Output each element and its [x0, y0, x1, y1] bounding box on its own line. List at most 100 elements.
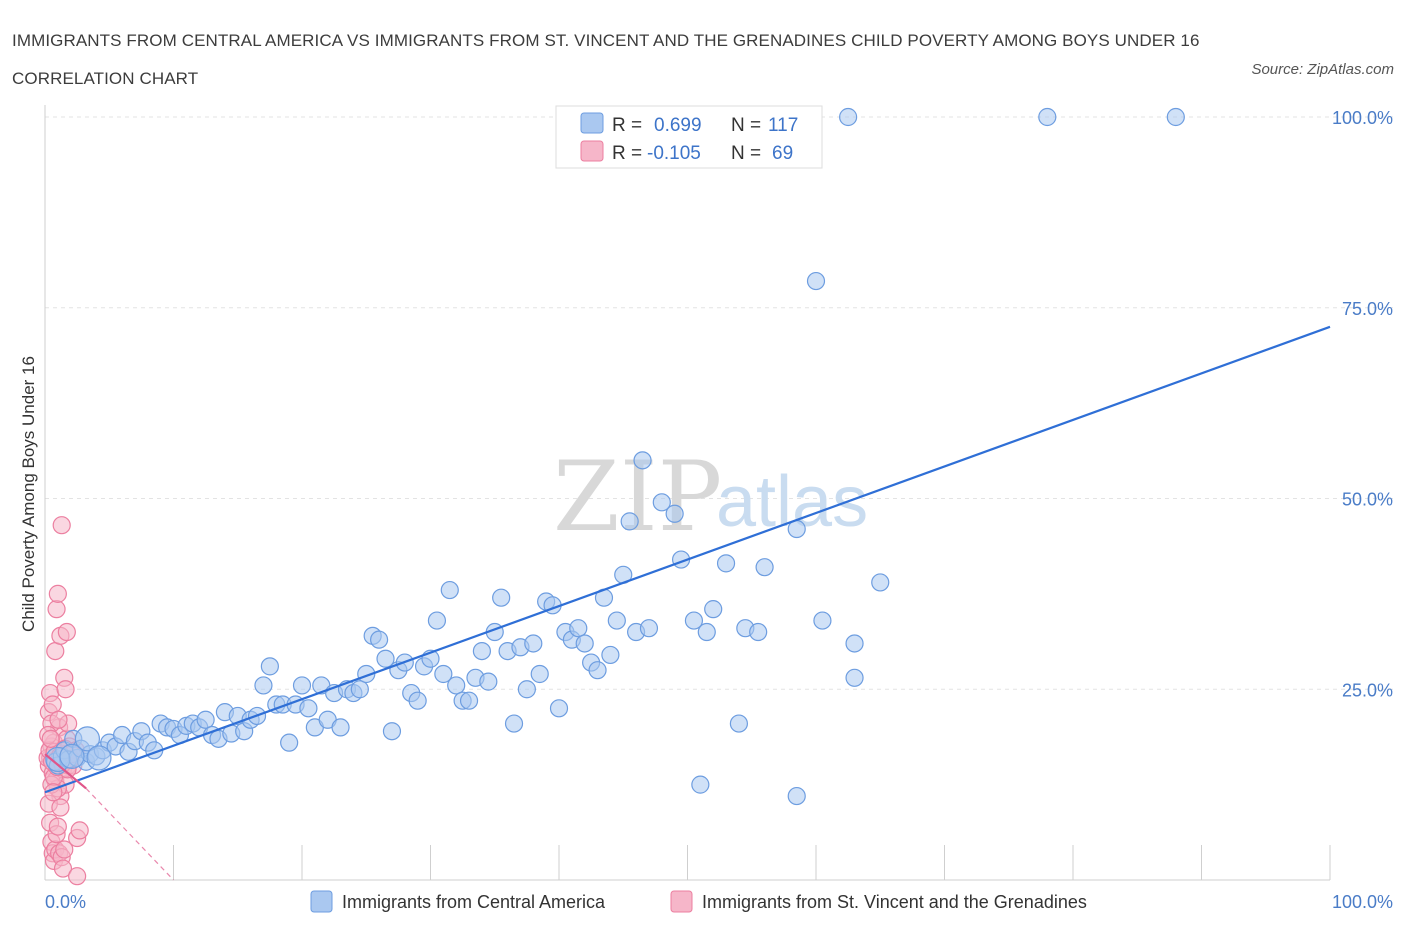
pink-point [43, 695, 62, 714]
x-tick-label-min: 0.0% [45, 892, 86, 912]
blue-point [620, 512, 639, 531]
pink-point [57, 622, 76, 642]
blue-point [652, 493, 671, 512]
legend-r-value-2: -0.105 [647, 143, 701, 164]
legend-n-label-2: N = [731, 143, 761, 164]
blue-point [871, 573, 890, 592]
blue-point [749, 622, 768, 642]
pink-point [55, 840, 74, 859]
chart-source: Source: ZipAtlas.com [1251, 61, 1394, 78]
bottom-legend-swatch-pink [670, 890, 693, 913]
bottom-legend-label-pink: Immigrants from St. Vincent and the Gren… [702, 892, 1087, 912]
blue-point-cluster [86, 745, 112, 771]
blue-point [427, 611, 447, 630]
blue-point [549, 699, 569, 718]
blue-point [331, 718, 350, 737]
y-tick-label: 75.0% [1342, 299, 1393, 319]
pink-point [49, 710, 68, 729]
pink-point [56, 680, 75, 699]
blue-point [472, 641, 491, 661]
legend-swatch-pink [580, 140, 604, 162]
pink-point [52, 516, 71, 535]
legend-swatch-blue [580, 112, 604, 134]
blue-point [504, 714, 524, 733]
pink-point [48, 817, 67, 836]
legend-r-value-1: 0.699 [654, 115, 702, 136]
blue-point [1038, 107, 1057, 127]
legend-r-label-2: R = [612, 143, 642, 164]
blue-point [524, 634, 543, 653]
blue-point [434, 664, 453, 684]
blue-point [479, 672, 498, 691]
blue-point [588, 661, 607, 680]
pink-point [53, 859, 73, 878]
blue-point [370, 630, 389, 649]
blue-point [601, 645, 620, 665]
blue-point [196, 710, 215, 729]
x-axis-ticks [173, 845, 1331, 880]
blue-point [729, 714, 749, 733]
blue-point [408, 691, 427, 710]
trendlines [44, 325, 1331, 881]
blue-point [447, 676, 466, 695]
blue-point-cluster [59, 743, 85, 769]
pink-point [51, 798, 70, 817]
legend-r-label-1: R = [612, 115, 642, 136]
blue-point [839, 107, 858, 127]
blue-point [607, 611, 626, 630]
series-pink-points [38, 516, 89, 886]
y-tick-label: 25.0% [1342, 680, 1393, 700]
chart-title: IMMIGRANTS FROM CENTRAL AMERICA VS IMMIG… [12, 31, 1200, 88]
blue-point [569, 619, 588, 638]
bottom-legend-label-blue: Immigrants from Central America [342, 892, 606, 912]
blue-point [382, 722, 402, 741]
blue-point [691, 775, 710, 794]
pink-point [68, 867, 87, 886]
trendline-pink [44, 753, 87, 790]
correlation-legend: R = 0.699 N = 117 R = -0.105 N = 69 [555, 105, 823, 169]
blue-point [492, 588, 511, 607]
y-axis-label: Child Poverty Among Boys Under 16 [19, 356, 38, 632]
blue-point [806, 271, 826, 291]
pink-point [47, 600, 66, 619]
legend-n-value-2: 69 [772, 143, 793, 164]
blue-point [575, 634, 594, 653]
x-tick-label-max: 100.0% [1332, 892, 1393, 912]
blue-point [459, 691, 479, 710]
blue-point [845, 634, 864, 653]
y-tick-labels: 25.0% 50.0% 75.0% 100.0% [1332, 108, 1393, 700]
blue-point [684, 611, 704, 630]
blue-point [440, 580, 459, 600]
blue-point [845, 668, 864, 687]
blue-point [517, 680, 536, 699]
blue-point [292, 676, 312, 695]
pink-point [70, 821, 89, 840]
blue-point [1166, 107, 1185, 127]
blue-point [639, 619, 659, 638]
blue-point [633, 451, 652, 470]
blue-point [260, 657, 279, 676]
blue-point [755, 558, 774, 577]
pink-point [48, 584, 67, 603]
legend-n-label-1: N = [731, 115, 761, 136]
blue-point [813, 611, 832, 630]
blue-point [350, 680, 369, 699]
pink-point [41, 729, 60, 748]
trendline-blue [44, 325, 1331, 794]
blue-point [280, 733, 299, 752]
blue-point [376, 649, 395, 668]
blue-point [665, 504, 684, 523]
blue-point [697, 622, 716, 642]
y-tick-label: 100.0% [1332, 108, 1393, 128]
blue-point [716, 554, 736, 573]
blue-point [787, 786, 806, 806]
trendline-pink-extension [85, 788, 174, 881]
blue-point [299, 699, 318, 718]
blue-point-cluster [74, 726, 101, 752]
bottom-legend-swatch-blue [310, 890, 333, 913]
blue-point [254, 676, 273, 695]
blue-point [704, 600, 723, 619]
series-legend: Immigrants from Central America Immigran… [310, 890, 1087, 913]
y-tick-label: 50.0% [1342, 490, 1393, 510]
